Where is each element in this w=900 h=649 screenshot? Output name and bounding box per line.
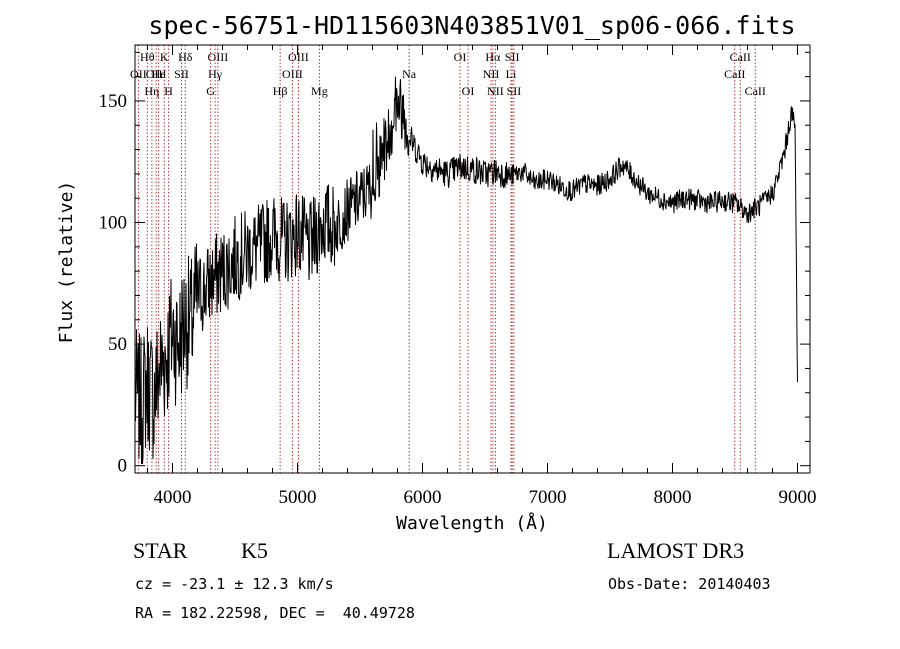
obs-date-text: Obs-Date: 20140403 bbox=[608, 575, 771, 593]
spectral-line-label: Hθ bbox=[140, 50, 155, 64]
plot-frame bbox=[134, 44, 811, 474]
spectral-line-label: OIII bbox=[288, 50, 309, 64]
spectral-line-label: OII bbox=[130, 67, 147, 81]
survey-label: LAMOST DR3 bbox=[607, 538, 745, 563]
x-tick-label: 9000 bbox=[779, 487, 817, 508]
x-tick-label: 6000 bbox=[404, 487, 442, 508]
spectral-line-label: CaII bbox=[730, 50, 751, 64]
spectral-line-label: Hγ bbox=[208, 67, 223, 81]
y-tick-label: 0 bbox=[118, 456, 128, 477]
spectral-line-label: OI bbox=[454, 50, 467, 64]
spectral-line-label: He bbox=[152, 67, 166, 81]
spectral-line-label: OIII bbox=[146, 67, 167, 81]
spectral-line-label: Na bbox=[402, 67, 417, 81]
spectral-line-label: NII bbox=[483, 67, 500, 81]
spectral-line-label: Li bbox=[506, 67, 517, 81]
spectral-line-label: NII bbox=[487, 84, 504, 98]
spectral-line-label: SII bbox=[174, 67, 189, 81]
redshift-text: cz = -23.1 ± 12.3 km/s bbox=[135, 575, 334, 593]
x-tick-label: 5000 bbox=[279, 487, 317, 508]
chart-title: spec-56751-HD115603N403851V01_sp06-066.f… bbox=[148, 11, 795, 40]
x-tick-label: 4000 bbox=[154, 487, 192, 508]
y-axis-label: Flux (relative) bbox=[56, 181, 77, 344]
spectral-line-label: Mg bbox=[311, 84, 328, 98]
spectral-line-label: OIII bbox=[208, 50, 229, 64]
spectral-line-label: H bbox=[164, 84, 173, 98]
coordinates-text: RA = 182.22598, DEC = 40.49728 bbox=[135, 604, 415, 622]
spectral-line-label: Hδ bbox=[178, 50, 193, 64]
x-tick-label: 7000 bbox=[529, 487, 567, 508]
spectral-line-label: Hη bbox=[144, 84, 159, 98]
spectral-line-label: CaII bbox=[724, 67, 745, 81]
spectral-line-label: OI bbox=[462, 84, 475, 98]
x-tick-label: 8000 bbox=[654, 487, 692, 508]
spectral-line-label: OIII bbox=[282, 67, 303, 81]
y-tick-label: 150 bbox=[99, 91, 128, 112]
y-tick-label: 50 bbox=[108, 334, 127, 355]
x-axis-label: Wavelength (Å) bbox=[396, 512, 548, 534]
spectral-line-label: K bbox=[160, 50, 169, 64]
spectral-line-label: CaII bbox=[745, 84, 766, 98]
spectral-line-label: G bbox=[206, 84, 215, 98]
spectral-line-label: Hα bbox=[485, 50, 501, 64]
spectrum-line bbox=[134, 76, 798, 465]
spectral-line-label: SII bbox=[505, 50, 520, 64]
y-tick-label: 100 bbox=[99, 213, 128, 234]
object-subclass: K5 bbox=[241, 538, 268, 563]
spectral-line-label: Hβ bbox=[273, 84, 288, 98]
object-class: STAR bbox=[133, 538, 188, 563]
spectral-line-label: SII bbox=[507, 84, 522, 98]
